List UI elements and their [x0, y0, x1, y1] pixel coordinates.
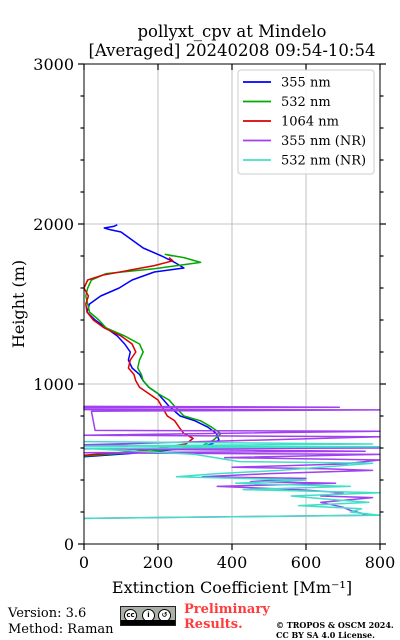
x-axis-label: Extinction Coefficient [Mm⁻¹]	[112, 578, 352, 597]
chart-subtitle: [Averaged] 20240208 09:54-10:54	[88, 41, 376, 60]
y-tick-label: 0	[64, 535, 74, 554]
license-text: © TROPOS & OSCM 2024. CC BY SA 4.0 Licen…	[276, 620, 394, 640]
preliminary-line1: Preliminary	[184, 602, 270, 617]
legend-label: 355 nm	[281, 76, 331, 91]
legend: 355 nm 532 nm 1064 nm 355 nm (NR) 532 nm (NR…	[237, 69, 375, 175]
series-line-532-nm-nr-	[83, 440, 381, 520]
y-tick-label: 2000	[33, 215, 74, 234]
cc-icon: cc	[124, 609, 137, 622]
version-text: Version: 3.6	[8, 606, 87, 621]
legend-label: 1064 nm	[281, 115, 339, 130]
x-tick-label: 600	[291, 553, 322, 572]
legend-label: 532 nm (NR)	[281, 154, 366, 169]
legend-label: 355 nm (NR)	[281, 134, 366, 149]
x-tick-label: 800	[365, 553, 396, 572]
series-line-532-nm	[83, 253, 222, 457]
preliminary-results-note: Preliminary Results.	[184, 602, 270, 632]
x-tick-label: 400	[217, 553, 248, 572]
license-line2: CC BY SA 4.0 License.	[276, 630, 375, 640]
preliminary-line2: Results.	[184, 617, 243, 632]
y-tick-label: 3000	[33, 55, 74, 74]
y-tick-label: 1000	[33, 375, 74, 394]
legend-box	[237, 69, 375, 175]
x-tick-label: 0	[79, 553, 89, 572]
legend-label: 532 nm	[281, 95, 331, 110]
chart-svg: 0 200 400 600 800 0 1000 2000 3000 355 nm 532 nm 1…	[9, 55, 395, 597]
series-line-355-nm	[83, 224, 220, 458]
method-text: Method: Raman	[8, 622, 114, 637]
license-line1: © TROPOS & OSCM 2024.	[276, 620, 394, 630]
y-axis-label: Height (m)	[9, 260, 28, 348]
series-group	[83, 224, 381, 520]
axis-ticks: 0 200 400 600 800 0 1000 2000 3000	[33, 55, 395, 572]
cc-license-badge: cc i ↺	[120, 606, 176, 626]
x-tick-label: 200	[143, 553, 174, 572]
cc-badge-strip	[121, 620, 175, 625]
chart-title: pollyxt_cpv at Mindelo	[137, 22, 327, 41]
series-line-1064-nm	[83, 257, 194, 456]
